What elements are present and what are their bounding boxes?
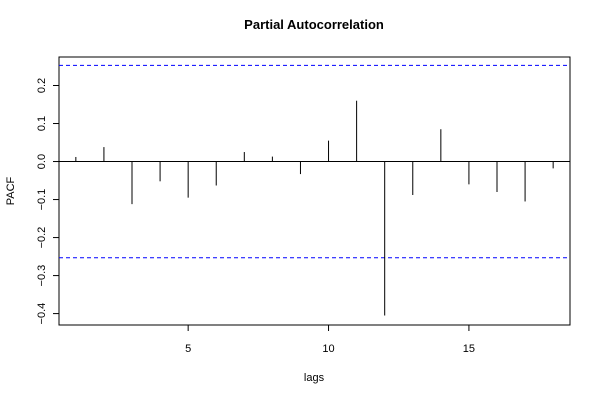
- x-tick-label: 10: [322, 343, 334, 355]
- y-tick-label: −0.3: [36, 265, 48, 287]
- y-tick-label: 0.0: [36, 154, 48, 169]
- y-tick-label: −0.2: [36, 227, 48, 249]
- y-axis: −0.4 −0.3 −0.2 −0.1 0.0 0.1 0.2: [36, 78, 59, 325]
- x-axis-label: lags: [304, 372, 325, 384]
- plot-frame: [58, 56, 571, 326]
- y-tick-label: 0.1: [36, 116, 48, 131]
- y-tick-label: 0.2: [36, 78, 48, 93]
- x-tick-label: 5: [185, 343, 191, 355]
- x-tick-label: 15: [463, 343, 475, 355]
- y-axis-label: PACF: [5, 176, 17, 205]
- x-axis: 5 10 15: [185, 325, 475, 355]
- pacf-bars: [75, 100, 554, 316]
- y-tick-label: −0.1: [36, 189, 48, 211]
- chart-title: Partial Autocorrelation: [244, 17, 384, 32]
- y-tick-label: −0.4: [36, 303, 48, 325]
